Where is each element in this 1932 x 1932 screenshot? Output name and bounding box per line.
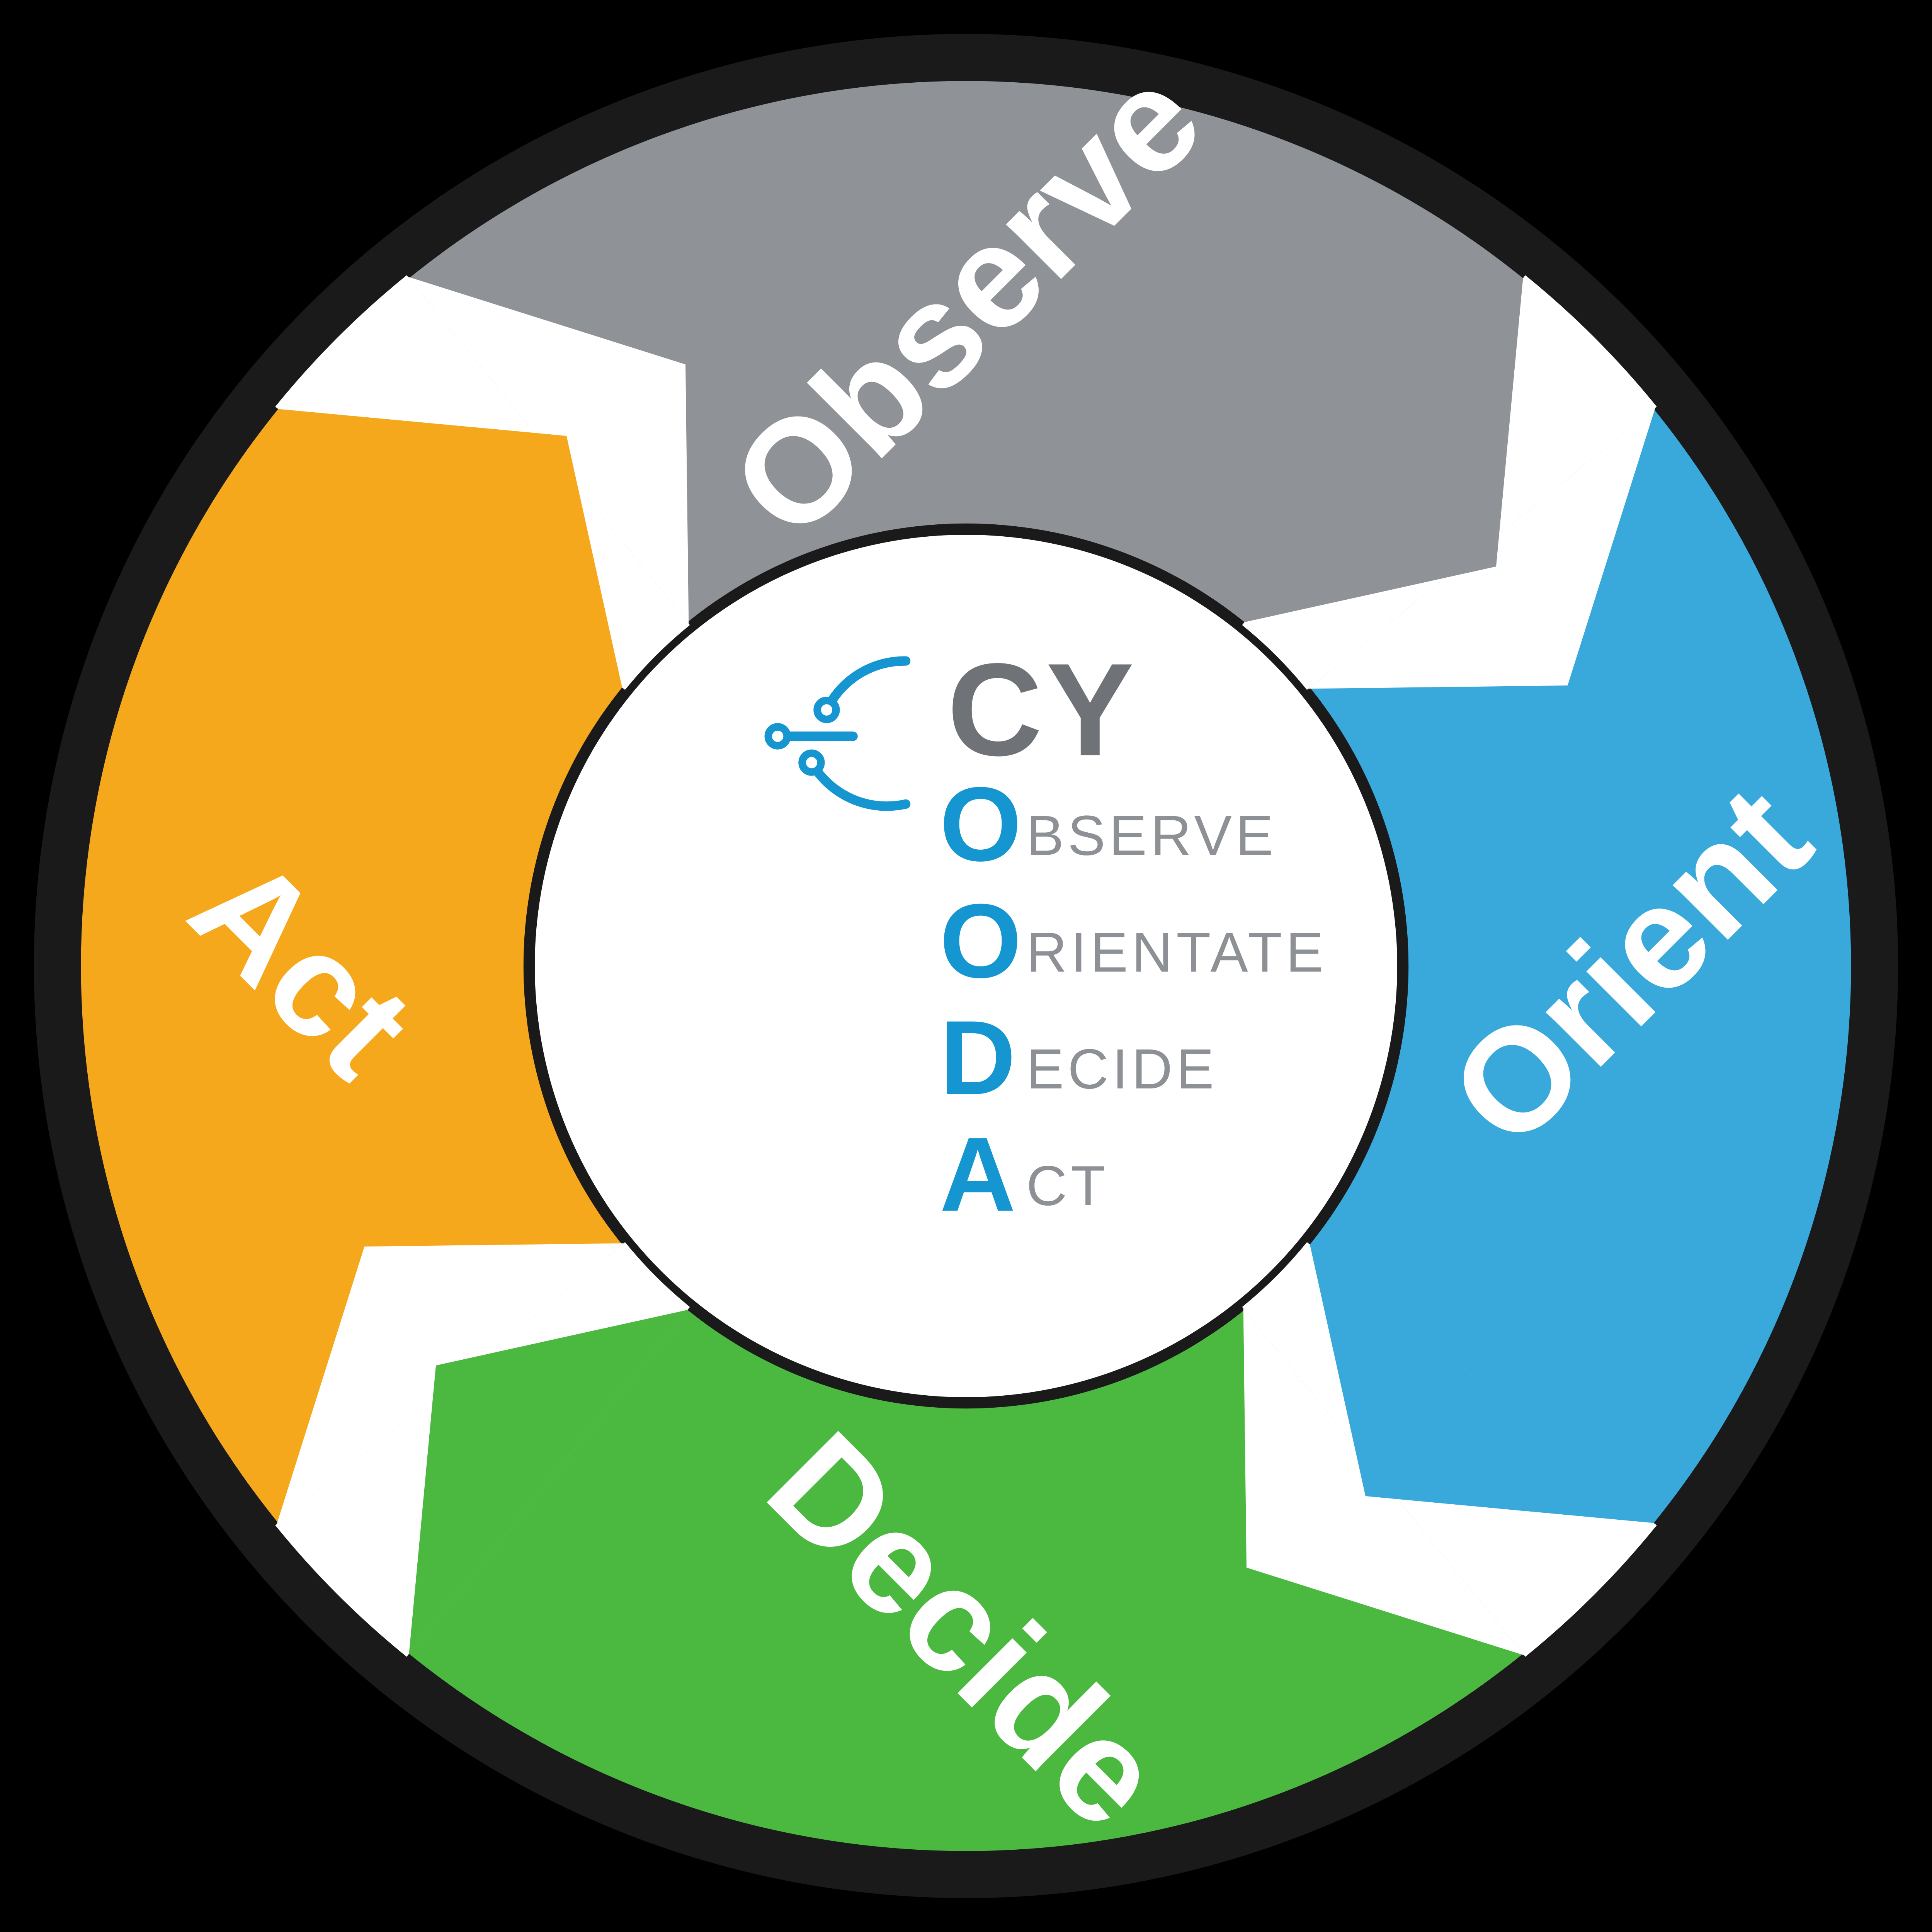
logo-prefix: CY <box>947 636 1138 783</box>
center-line-rest: CT <box>1026 1154 1109 1217</box>
center-line-rest: ECIDE <box>1026 1037 1218 1100</box>
center-line-rest: RIENTATE <box>1026 921 1327 984</box>
center-line-initial: O <box>940 882 1022 1000</box>
center-line-initial: D <box>940 998 1016 1116</box>
center-line-initial: A <box>940 1116 1016 1233</box>
center-line-rest: BSERVE <box>1026 804 1277 867</box>
center-line-initial: O <box>940 765 1022 883</box>
